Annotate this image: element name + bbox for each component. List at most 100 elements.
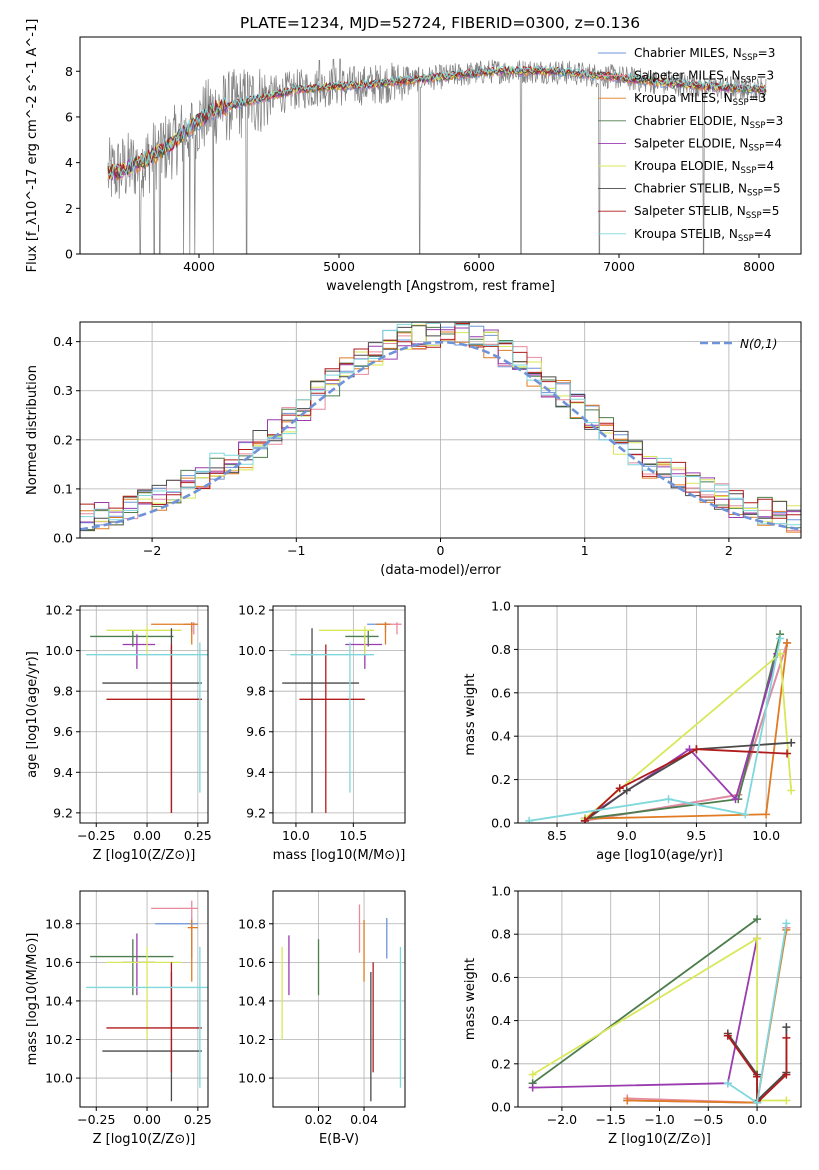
errorbar-point <box>106 962 202 1073</box>
plot-area <box>281 904 402 1102</box>
x-tick-label: 10.5 <box>339 828 367 843</box>
axes-frame <box>79 605 209 824</box>
errorbar-point <box>151 900 198 924</box>
y-tick-label: 1.0 <box>491 599 511 614</box>
x-axis-label: age [log10(age/yr)] <box>596 848 723 863</box>
histogram-step <box>80 322 801 526</box>
spectrum-panel: 4000 5000 6000 7000 8000 0 2 4 6 8 wavelength [Ang… <box>25 19 802 294</box>
plot-area <box>528 915 791 1107</box>
legend-name: Chabrier ELODIE <box>634 114 733 128</box>
x-tick-label: 1 <box>581 543 589 558</box>
x-axis-label: mass [log10(M/M⊙)] <box>273 848 406 863</box>
errorbar-point <box>102 972 202 1102</box>
weight-marker <box>528 1070 537 1079</box>
y-tick-label: 10.2 <box>238 603 266 618</box>
legend-name: Salpeter ELODIE <box>634 136 732 150</box>
legend-nssp: 4 <box>774 136 782 150</box>
y-tick-label: 9.4 <box>246 765 266 780</box>
legend-eq: = <box>762 204 772 218</box>
weight-marker <box>731 795 740 804</box>
x-axis-label: Z [log10(Z/Z⊙)] <box>93 1132 196 1147</box>
legend-sep: , N <box>729 204 746 218</box>
errorbar-point <box>106 644 202 813</box>
model-spectrum-line <box>107 64 767 178</box>
plot-area <box>525 630 796 823</box>
weight-marker <box>782 919 791 928</box>
y-tick-label: 0.0 <box>53 531 73 546</box>
x-tick-label: 0.02 <box>305 1112 333 1127</box>
weight-marker <box>753 1072 762 1081</box>
weight-marker <box>753 934 762 943</box>
legend-entry: N(0,1) <box>740 337 777 351</box>
legend-nssp: 3 <box>768 46 776 60</box>
x-tick-label: 0.25 <box>184 1112 212 1127</box>
legend-subscript: SSP <box>741 166 757 176</box>
legend-sep: , N <box>732 136 749 150</box>
axes-frame <box>517 605 802 824</box>
x-tick-label: 9.5 <box>686 828 706 843</box>
legend-entry: Salpeter ELODIE, NSSP=4 <box>634 136 782 153</box>
weight-marker <box>787 786 796 795</box>
x-tick-label: 5000 <box>323 259 355 274</box>
y-tick-label: 8 <box>65 64 73 79</box>
figure-title: PLATE=1234, MJD=52724, FIBERID=0300, z=0… <box>240 14 640 32</box>
x-tick-label: −0.5 <box>693 1112 723 1127</box>
age-vs-metallicity-panel: −0.25 0.00 0.25 9.2 9.4 9.6 9.8 10.0 10.2 Z [log1… <box>25 603 212 863</box>
y-tick-label: 0.2 <box>491 1056 511 1071</box>
y-tick-label: 6 <box>65 109 73 124</box>
weight-marker <box>615 784 624 793</box>
weight-line <box>627 927 788 1104</box>
y-tick-label: 10.6 <box>238 955 266 970</box>
y-tick-label: 10.6 <box>45 955 73 970</box>
weight-line <box>584 748 788 822</box>
legend-entry: Chabrier MILES, NSSP=3 <box>634 46 775 63</box>
x-tick-label: 10.0 <box>282 828 310 843</box>
y-tick-label: 9.4 <box>53 765 73 780</box>
legend-subscript: SSP <box>748 143 764 153</box>
axis-layer: 10.0 10.5 9.2 9.4 9.6 9.8 10.0 10.2 mass [log10(… <box>238 603 406 863</box>
y-tick-label: 9.8 <box>246 684 266 699</box>
errorbar-point <box>90 630 174 647</box>
axis-layer: 0.02 0.04 10.0 10.2 10.4 10.6 10.8 E(B-V) <box>238 890 406 1147</box>
y-tick-label: 0.0 <box>491 1100 511 1115</box>
weight-marker <box>782 1033 791 1042</box>
legend-name: Salpeter MILES <box>634 69 724 83</box>
errorbar-point <box>345 630 379 647</box>
legend-eq: = <box>756 69 766 83</box>
axis-layer: 4000 5000 6000 7000 8000 0 2 4 6 8 wavelength [Ang… <box>25 19 802 294</box>
histogram-legend: N(0,1) <box>700 337 777 351</box>
y-tick-label: 0.2 <box>53 432 73 447</box>
x-tick-label: −1.5 <box>596 1112 626 1127</box>
axis-layer: −0.25 0.00 0.25 9.2 9.4 9.6 9.8 10.0 10.2 Z [log1… <box>25 603 212 863</box>
y-tick-label: 4 <box>65 155 73 170</box>
y-tick-label: 9.2 <box>246 805 266 820</box>
normal-curve <box>80 340 801 531</box>
legend-nssp: 3 <box>767 69 775 83</box>
axes-frame <box>272 605 406 824</box>
weight-marker <box>528 1083 537 1092</box>
y-tick-label: 9.8 <box>53 684 73 699</box>
weight-vs-metallicity-panel: −2.0 −1.5 −1.0 −0.5 0.0 0.0 0.2 0.4 0.6 0.8 1.0 Z [… <box>463 884 802 1147</box>
weight-marker <box>783 749 792 758</box>
y-tick-label: 0.2 <box>491 772 511 787</box>
weight-marker <box>762 810 771 819</box>
errorbar-point <box>86 946 208 1088</box>
legend-entry: Kroupa MILES, NSSP=3 <box>634 91 766 108</box>
plot-area <box>86 900 208 1102</box>
legend-subscript: SSP <box>747 189 763 199</box>
x-tick-label: 8.5 <box>547 828 567 843</box>
legend-nssp: 3 <box>776 114 784 128</box>
errorbar-point <box>187 919 198 982</box>
y-tick-label: 0.4 <box>491 729 511 744</box>
y-tick-label: 10.0 <box>45 1071 73 1086</box>
y-tick-label: 1.0 <box>491 884 511 899</box>
legend-subscript: SSP <box>733 98 749 108</box>
weight-line <box>532 938 758 1089</box>
y-axis-label: Flux [f_λ10^-17 erg cm^-2 s^-1 A^-1] <box>25 19 40 273</box>
weight-marker <box>664 795 673 804</box>
x-tick-label: −1 <box>287 543 305 558</box>
legend-eq: = <box>754 227 764 241</box>
y-tick-label: 0.1 <box>53 481 73 496</box>
weight-marker <box>782 1023 791 1032</box>
